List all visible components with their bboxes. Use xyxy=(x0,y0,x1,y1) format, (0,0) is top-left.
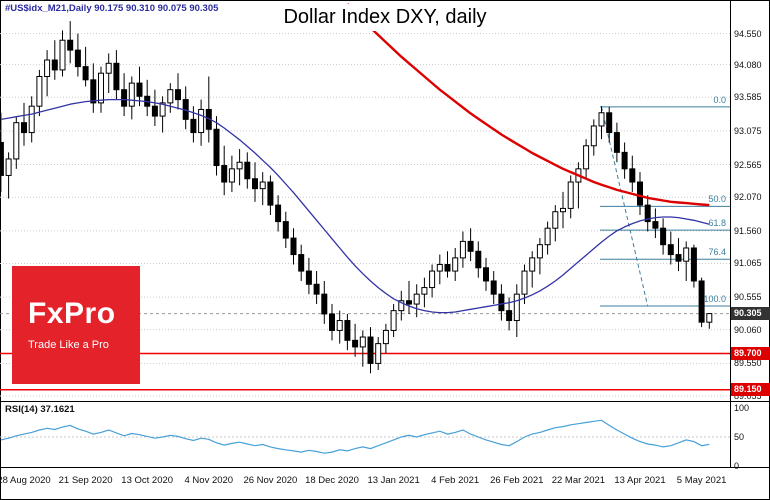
fxpro-logo: FxPro Trade Like a Pro xyxy=(12,266,140,384)
symbol-quote-line: #US$idx_M21,Daily 90.175 90.310 90.075 9… xyxy=(5,3,219,14)
fxpro-logo-tagline: Trade Like a Pro xyxy=(28,339,109,351)
rsi-indicator-label: RSI(14) 37.1621 xyxy=(5,404,75,415)
fxpro-logo-text: FxPro xyxy=(28,297,116,330)
chart-title: Dollar Index DXY, daily xyxy=(273,4,497,31)
